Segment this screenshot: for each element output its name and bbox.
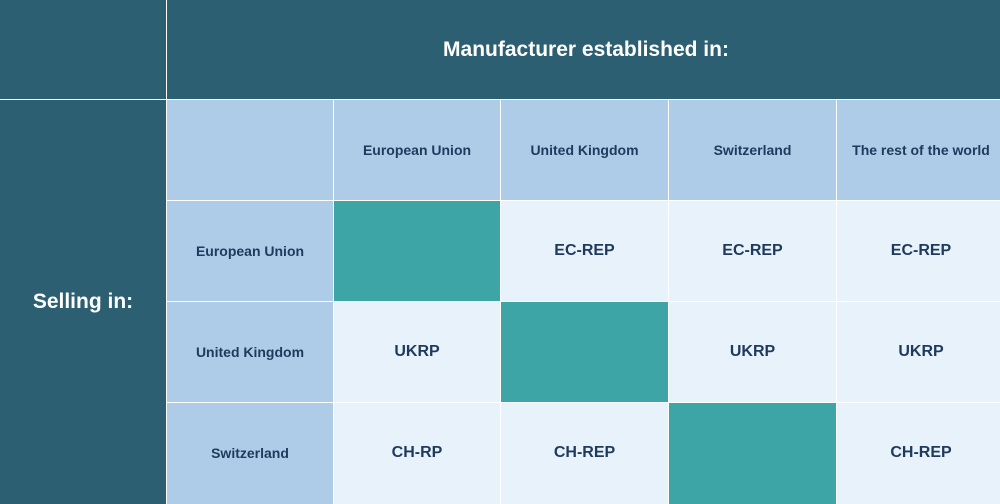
column-header-eu: European Union — [334, 100, 500, 200]
column-header-uk: United Kingdom — [501, 100, 668, 200]
column-header-ch: Switzerland — [669, 100, 836, 200]
cell-ch-eu: CH-RP — [334, 403, 500, 504]
cell-ch-uk: CH-REP — [501, 403, 668, 504]
cell-eu-rest: EC-REP — [837, 201, 1000, 301]
cell-eu-uk: EC-REP — [501, 201, 668, 301]
cell-uk-eu: UKRP — [334, 302, 500, 402]
row-header-eu: European Union — [167, 201, 333, 301]
selling-in-header: Selling in: — [0, 100, 166, 504]
blank-header-cell — [167, 100, 333, 200]
corner-cell — [0, 0, 166, 99]
cell-eu-ch: EC-REP — [669, 201, 836, 301]
row-header-ch: Switzerland — [167, 403, 333, 504]
cell-uk-uk-same-region — [501, 302, 668, 402]
cell-uk-ch: UKRP — [669, 302, 836, 402]
cell-ch-rest: CH-REP — [837, 403, 1000, 504]
column-header-rest-of-world: The rest of the world — [837, 100, 1000, 200]
manufacturer-header: Manufacturer established in: — [167, 0, 1000, 99]
cell-ch-ch-same-region — [669, 403, 836, 504]
cell-eu-eu-same-region — [334, 201, 500, 301]
cell-uk-rest: UKRP — [837, 302, 1000, 402]
row-header-uk: United Kingdom — [167, 302, 333, 402]
